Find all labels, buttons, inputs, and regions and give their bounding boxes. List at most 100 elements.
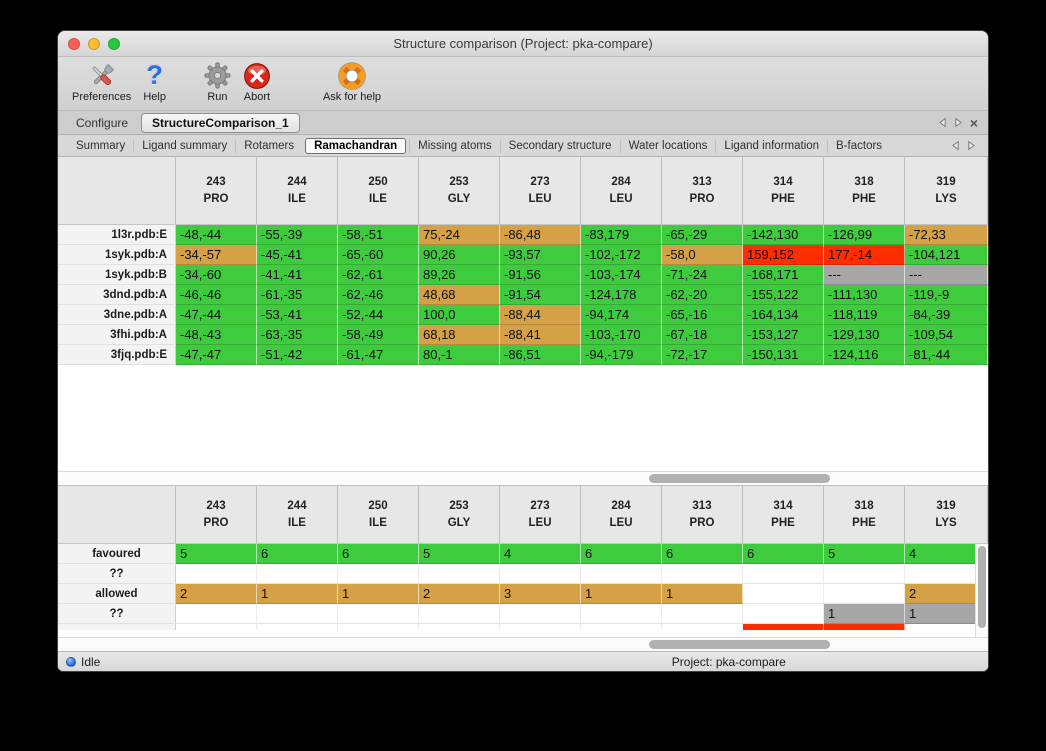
- data-cell: [662, 564, 743, 584]
- tab-missing-atoms[interactable]: Missing atoms: [409, 138, 500, 153]
- tab-b-factors[interactable]: B-factors: [827, 138, 890, 153]
- vertical-scrollbar[interactable]: [975, 544, 988, 637]
- data-cell: 5: [824, 544, 905, 564]
- column-header-243: 243 PRO: [176, 157, 257, 225]
- zoom-window-button[interactable]: [108, 37, 120, 50]
- residue-number: 319: [936, 175, 956, 188]
- data-cell: -34,-57: [176, 245, 257, 265]
- tab-scroll-right-icon[interactable]: [954, 117, 963, 128]
- residue-name: LEU: [609, 516, 633, 529]
- tab-scroll-right-icon[interactable]: [967, 140, 976, 151]
- residue-number: 243: [206, 175, 226, 188]
- residue-number: 319: [936, 499, 956, 512]
- column-header-244: 244 ILE: [257, 157, 338, 225]
- data-cell: ---: [905, 265, 988, 285]
- ask-for-help-button[interactable]: Ask for help: [317, 60, 387, 103]
- run-button[interactable]: Run: [198, 60, 237, 103]
- residue-name: PRO: [689, 516, 715, 529]
- data-cell: [743, 584, 824, 604]
- data-cell: -71,-24: [662, 265, 743, 285]
- tab-scroll-left-icon[interactable]: [938, 117, 947, 128]
- data-cell: -84,-39: [905, 305, 988, 325]
- column-header-313: 313 PRO: [662, 486, 743, 544]
- tab-configure[interactable]: Configure: [76, 115, 129, 130]
- row-header: ??: [58, 564, 176, 584]
- data-cell: -155,122: [743, 285, 824, 305]
- data-cell-partial: [824, 624, 905, 630]
- tab-summary[interactable]: Summary: [76, 139, 126, 152]
- residue-name: LYS: [935, 192, 957, 205]
- row-header: 3dne.pdb:A: [58, 305, 176, 325]
- residue-number: 244: [287, 175, 307, 188]
- toolbar-label: Help: [143, 91, 166, 103]
- data-cell: -47,-44: [176, 305, 257, 325]
- data-cell: -142,130: [743, 225, 824, 245]
- tab-structurecomparison-1[interactable]: StructureComparison_1: [141, 112, 300, 133]
- content-area: 243 PRO 244 ILE 250 ILE 253 GLY 273 LEU 284 LEU 313 P…: [58, 157, 988, 651]
- data-cell: -58,0: [662, 245, 743, 265]
- data-cell: -52,-44: [338, 305, 419, 325]
- residue-name: PRO: [203, 516, 229, 529]
- data-cell: -53,-41: [257, 305, 338, 325]
- status-text: Idle: [81, 654, 101, 669]
- residue-number: 243: [206, 499, 226, 512]
- view-tab-nav: [951, 140, 978, 151]
- tab-ligand-information[interactable]: Ligand information: [715, 138, 827, 153]
- abort-button[interactable]: Abort: [237, 60, 277, 103]
- row-header: ??: [58, 604, 176, 624]
- minimize-window-button[interactable]: [88, 37, 100, 50]
- data-cell: 5: [419, 544, 500, 564]
- cancel-icon: [243, 60, 271, 91]
- column-header-319: 319 LYS: [905, 486, 988, 544]
- preferences-button[interactable]: Preferences: [66, 60, 137, 103]
- app-window: Structure comparison (Project: pka-compa…: [57, 30, 989, 672]
- row-header: 3dnd.pdb:A: [58, 285, 176, 305]
- data-cell-partial: [500, 624, 581, 630]
- column-header-314: 314 PHE: [743, 157, 824, 225]
- data-cell: -119,-9: [905, 285, 988, 305]
- scrollbar-thumb[interactable]: [648, 640, 830, 649]
- table-corner: [58, 486, 176, 544]
- tab-ramachandran[interactable]: Ramachandran: [305, 137, 407, 154]
- residue-name: PHE: [771, 516, 795, 529]
- row-header: 1l3r.pdb:E: [58, 225, 176, 245]
- title-bar[interactable]: Structure comparison (Project: pka-compa…: [58, 31, 988, 57]
- data-cell: -63,-35: [257, 325, 338, 345]
- residue-name: LEU: [528, 192, 552, 205]
- data-cell: -41,-41: [257, 265, 338, 285]
- residue-number: 313: [692, 175, 712, 188]
- data-cell: -103,-170: [581, 325, 662, 345]
- toolbar-label: Preferences: [72, 91, 132, 103]
- column-header-284: 284 LEU: [581, 157, 662, 225]
- data-cell: -124,116: [824, 345, 905, 365]
- horizontal-scrollbar[interactable]: [58, 637, 988, 651]
- project-label: Project: pka-compare: [671, 654, 786, 669]
- help-button[interactable]: ? Help: [137, 60, 172, 104]
- data-cell-partial: [743, 624, 824, 630]
- scrollbar-thumb[interactable]: [648, 474, 830, 483]
- data-cell-partial: [257, 624, 338, 630]
- tab-ligand-summary[interactable]: Ligand summary: [133, 138, 235, 153]
- data-cell: 3: [500, 584, 581, 604]
- status-bar: Idle Project: pka-compare: [58, 651, 988, 671]
- data-cell: -58,-51: [338, 225, 419, 245]
- data-cell: -88,41: [500, 325, 581, 345]
- data-cell: 1: [257, 584, 338, 604]
- data-cell: -94,174: [581, 305, 662, 325]
- tab-rotamers[interactable]: Rotamers: [235, 138, 302, 153]
- residue-number: 253: [449, 499, 469, 512]
- data-cell: -46,-46: [176, 285, 257, 305]
- residue-name: PRO: [689, 192, 715, 205]
- tab-scroll-left-icon[interactable]: [951, 140, 960, 151]
- scrollbar-thumb[interactable]: [978, 546, 986, 628]
- horizontal-scrollbar[interactable]: [58, 471, 988, 485]
- tab-secondary-structure[interactable]: Secondary structure: [499, 138, 620, 153]
- data-cell: -153,127: [743, 325, 824, 345]
- data-cell: 1: [824, 604, 905, 624]
- residue-number: 314: [773, 499, 793, 512]
- residue-name: LEU: [528, 516, 552, 529]
- tab-close-icon[interactable]: ×: [969, 114, 978, 131]
- residue-number: 284: [611, 175, 631, 188]
- tab-water-locations[interactable]: Water locations: [619, 138, 716, 153]
- close-window-button[interactable]: [68, 37, 80, 50]
